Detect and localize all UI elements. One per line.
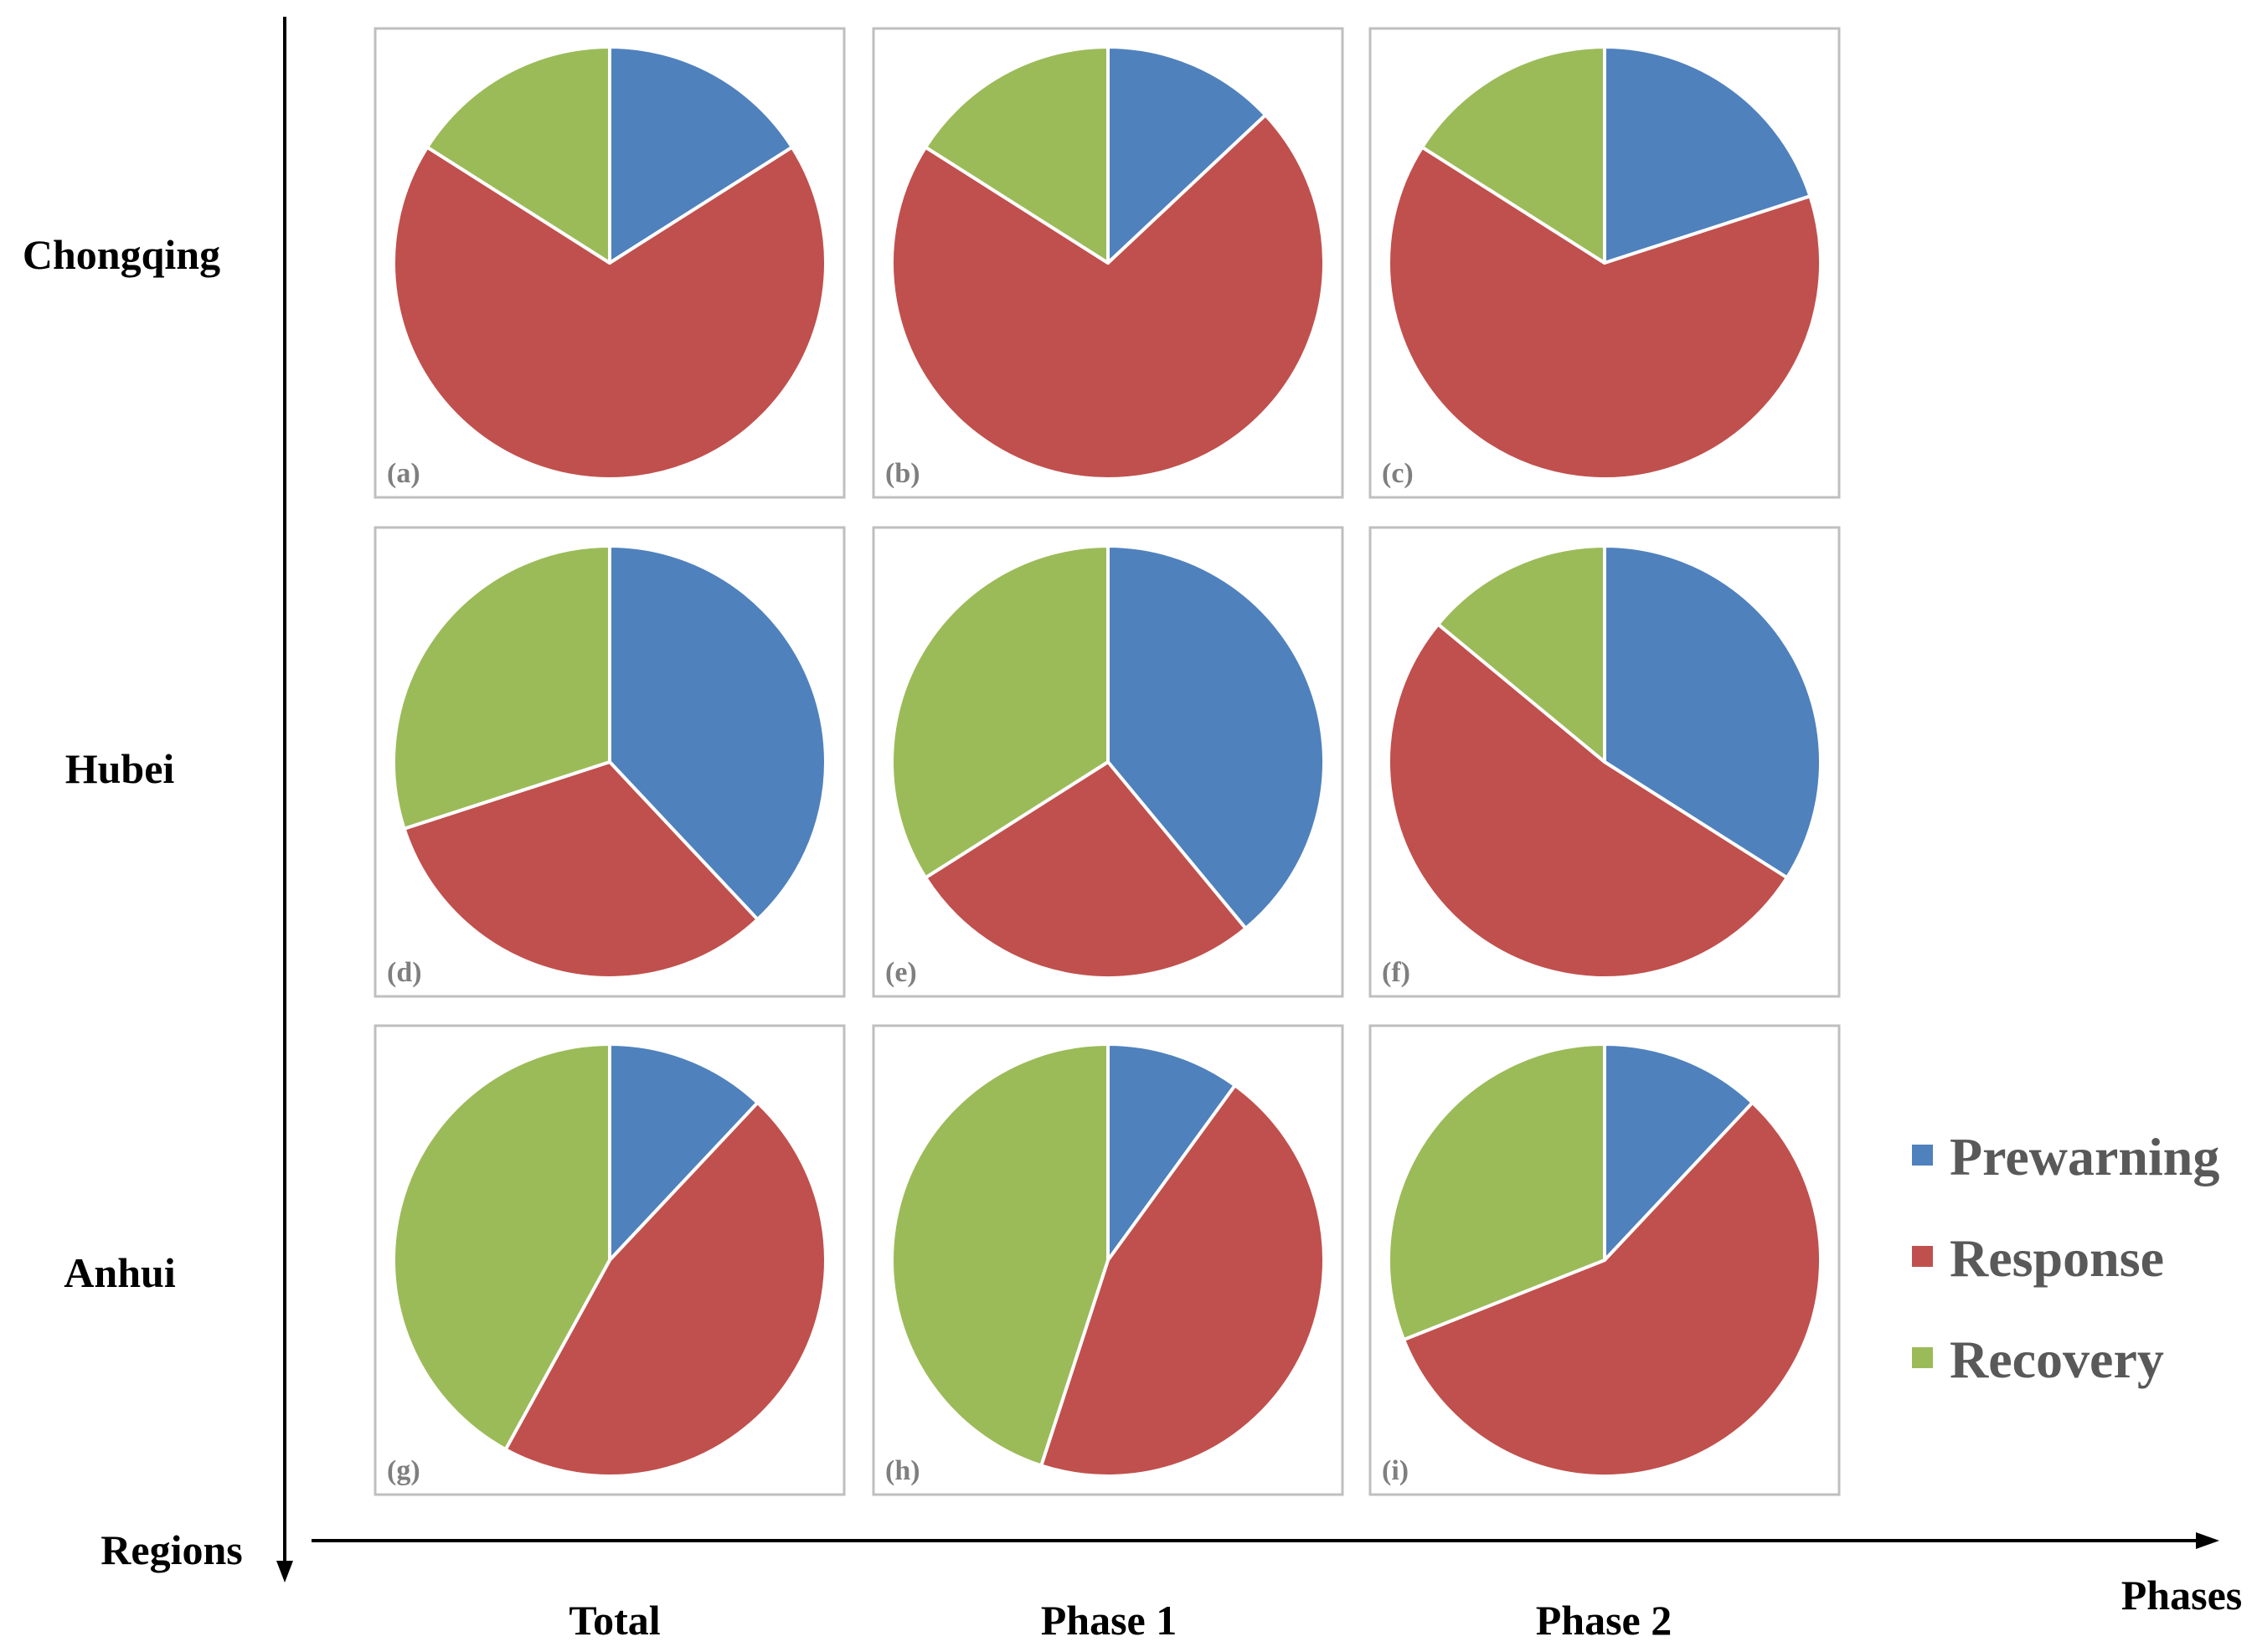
pie-slice-response: [924, 760, 1248, 980]
column-label-total: Total: [569, 1597, 660, 1644]
pie-slice-recovery: [1420, 45, 1606, 265]
pie-slice-response: [402, 760, 760, 980]
pie-slice-response: [890, 113, 1326, 481]
phases-axis-arrowhead: [2196, 1532, 2219, 1549]
pie-slice-prewarning: [608, 45, 794, 265]
panel-label: (b): [885, 458, 920, 489]
panel-label: (a): [387, 458, 420, 489]
pie-slice-prewarning: [1603, 45, 1812, 265]
pie-slice-recovery: [1387, 1042, 1606, 1341]
pie-slice-recovery: [392, 544, 611, 831]
regions-axis: Regions: [100, 17, 293, 1583]
pie-panel-d: (d): [374, 526, 846, 998]
pie-slice-response: [503, 1100, 827, 1478]
pie-panel-b: (b): [872, 27, 1344, 499]
legend-item-response: Response: [1912, 1228, 2164, 1288]
pie-slice-prewarning: [1106, 45, 1268, 265]
pie-slice-recovery: [1436, 544, 1606, 764]
pie-panel-a: (a): [374, 27, 846, 499]
column-label-phase-2: Phase 2: [1536, 1597, 1672, 1644]
regions-axis-arrowhead: [276, 1561, 293, 1583]
row-labels: Chongqing Hubei Anhui: [23, 231, 220, 1296]
pie-slice-recovery: [890, 544, 1110, 880]
pie-slice-response: [1402, 1100, 1823, 1478]
phases-axis: Phases: [312, 1532, 2242, 1619]
pie-panel-e: (e): [872, 526, 1344, 998]
pie-slice-response: [1387, 622, 1789, 980]
pie-slice-prewarning: [608, 544, 827, 922]
pie-slice-prewarning: [1603, 1042, 1755, 1262]
panel-label: (e): [885, 957, 917, 988]
pie-slice-prewarning: [608, 1042, 760, 1262]
panel-label: (g): [387, 1455, 420, 1486]
panel-label: (f): [1382, 957, 1410, 988]
legend-swatch-recovery: [1912, 1347, 1933, 1368]
row-label-hubei: Hubei: [65, 745, 175, 792]
legend-label-prewarning: Prewarning: [1950, 1127, 2219, 1186]
pie-panels: (a) (b) (c) (d) (e) (f) (g) (h) (i): [374, 27, 1841, 1496]
panel-label: (h): [885, 1455, 920, 1486]
pie-panel-g: (g): [374, 1024, 846, 1496]
column-labels: Total Phase 1 Phase 2: [569, 1597, 1672, 1644]
column-label-phase-1: Phase 1: [1041, 1597, 1177, 1644]
pie-panel-i: (i): [1368, 1024, 1841, 1496]
legend-item-recovery: Recovery: [1912, 1330, 2164, 1389]
panel-label: (d): [387, 957, 422, 988]
pie-panel-f: (f): [1368, 526, 1841, 998]
phases-axis-title: Phases: [2121, 1572, 2242, 1619]
pie-panel-h: (h): [872, 1024, 1344, 1496]
panel-label: (i): [1382, 1455, 1409, 1486]
pie-slice-recovery: [890, 1042, 1110, 1468]
legend-label-response: Response: [1950, 1228, 2164, 1288]
pie-slice-recovery: [425, 45, 611, 265]
row-label-anhui: Anhui: [64, 1249, 176, 1296]
pie-slice-prewarning: [1106, 1042, 1237, 1262]
legend: Prewarning Response Recovery: [1912, 1127, 2219, 1389]
pie-slice-recovery: [392, 1042, 611, 1452]
pie-panel-c: (c): [1368, 27, 1841, 499]
pie-slice-response: [1039, 1083, 1326, 1478]
legend-swatch-prewarning: [1912, 1145, 1933, 1166]
legend-item-prewarning: Prewarning: [1912, 1127, 2219, 1186]
legend-swatch-response: [1912, 1246, 1933, 1267]
legend-label-recovery: Recovery: [1950, 1330, 2164, 1389]
pie-slice-prewarning: [1106, 544, 1326, 930]
regions-axis-title: Regions: [100, 1526, 242, 1573]
pie-slice-response: [1386, 145, 1822, 481]
panel-label: (c): [1382, 458, 1414, 489]
pie-slice-recovery: [924, 45, 1110, 265]
row-label-chongqing: Chongqing: [23, 231, 220, 278]
pie-slice-response: [392, 145, 827, 481]
